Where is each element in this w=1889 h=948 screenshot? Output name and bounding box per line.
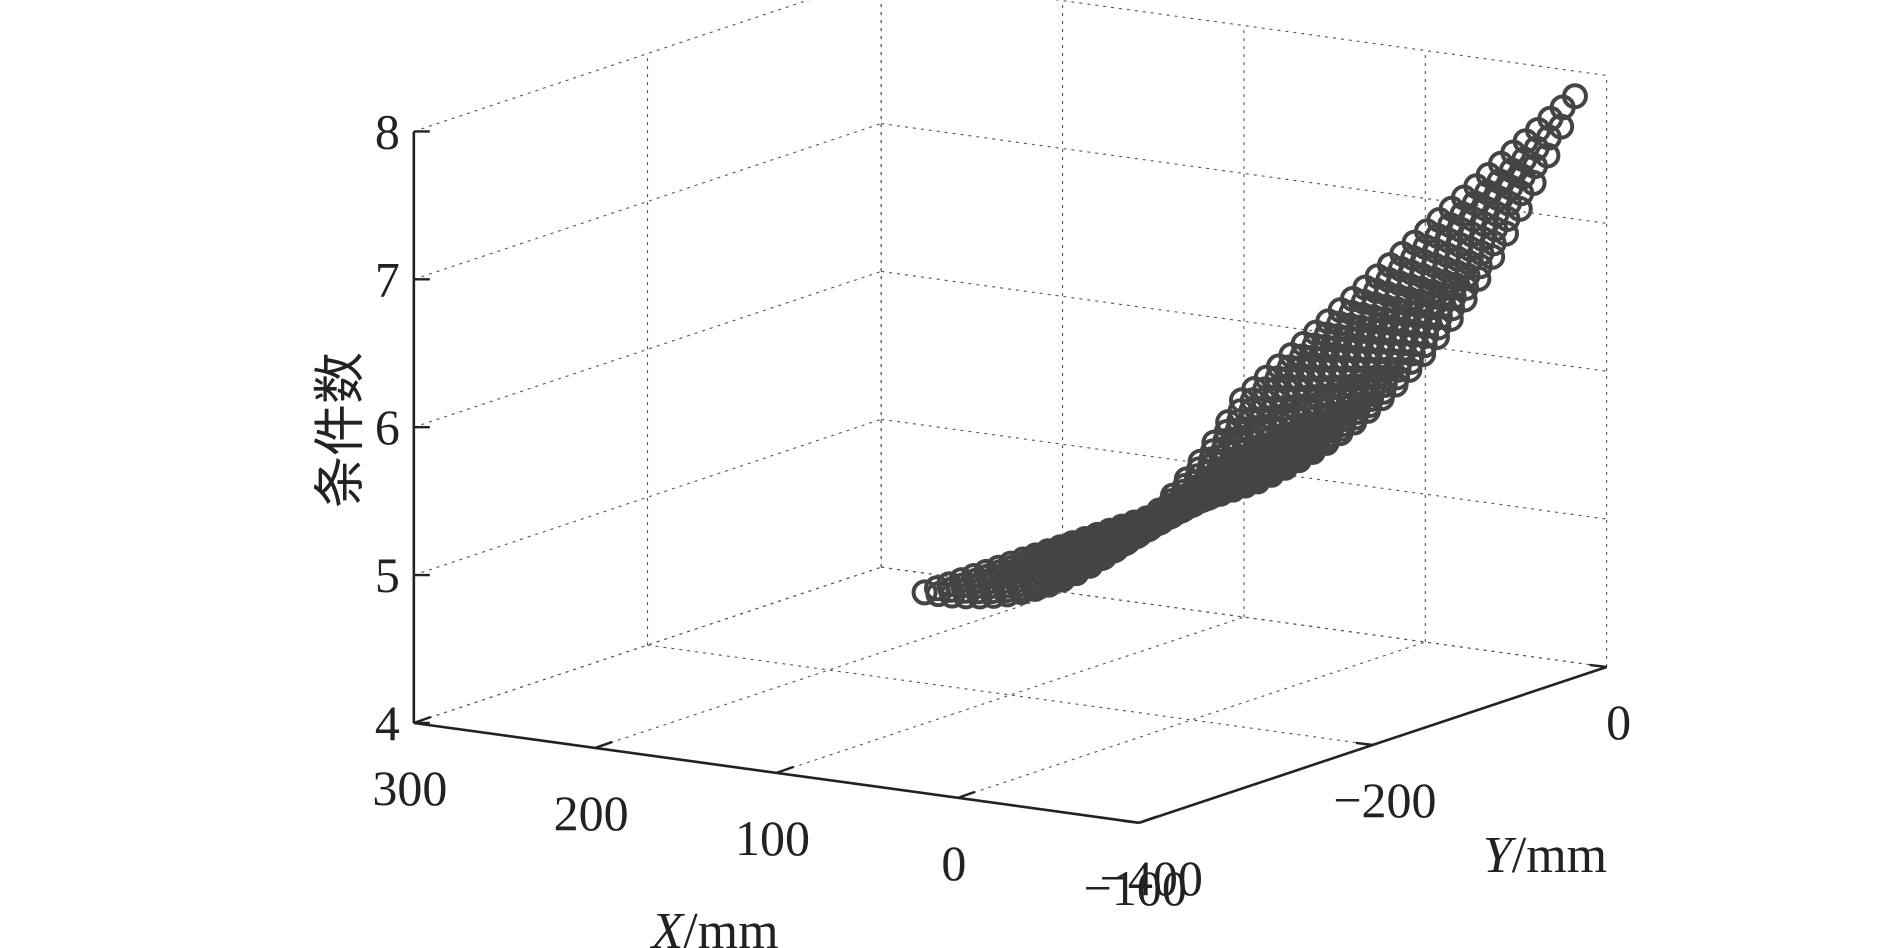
- data-point: [1084, 521, 1111, 548]
- data-point: [1059, 530, 1086, 557]
- z-axis-label: 条件数: [313, 352, 370, 508]
- data-point: [1492, 220, 1519, 247]
- y-tick-label: −400: [1100, 850, 1203, 906]
- data-point: [1410, 341, 1437, 368]
- axes: [412, 130, 1608, 825]
- x-tick-label: −100: [1084, 860, 1187, 916]
- data-point: [1382, 371, 1409, 398]
- data-point: [1451, 286, 1478, 313]
- y-tick-mark: [1589, 663, 1607, 669]
- data-point: [1520, 169, 1547, 196]
- y-tick-label: 0: [1606, 694, 1631, 750]
- data-point: [1121, 509, 1148, 536]
- data-point: [1022, 542, 1049, 569]
- grid-back-z: [881, 418, 1607, 520]
- y-axis-var: Y: [1483, 827, 1517, 884]
- data-point: [936, 571, 963, 598]
- x-tick-label: 0: [941, 835, 966, 891]
- data-point: [923, 575, 950, 602]
- grid-floor-x: [776, 616, 1245, 774]
- data-point: [1010, 546, 1037, 573]
- data-point: [985, 554, 1012, 581]
- grid-left-z: [413, 0, 810, 132]
- data-point: [1258, 461, 1285, 488]
- data-point: [1368, 385, 1395, 412]
- x-axis-var: X: [649, 903, 685, 948]
- data-point: [973, 558, 1000, 585]
- grid-floor-x: [595, 591, 1063, 749]
- x-tick-label: 300: [372, 760, 447, 816]
- x-axis-unit: /mm: [683, 903, 778, 948]
- grid-back-z: [881, 270, 1607, 372]
- data-point: [1108, 513, 1135, 540]
- y-tick-label: −200: [1333, 772, 1436, 828]
- data-point: [948, 567, 975, 594]
- data-point: [1437, 305, 1464, 332]
- z-tick-label: 5: [375, 547, 400, 603]
- x-tick-mark: [776, 765, 794, 775]
- data-point: [1034, 538, 1061, 565]
- z-tick-label: 4: [375, 695, 400, 751]
- y-tick-mark: [1355, 741, 1374, 747]
- data-point: [1272, 454, 1299, 481]
- data-point: [1207, 480, 1234, 507]
- data-point: [1158, 497, 1185, 524]
- data-point: [960, 562, 987, 589]
- data-point: [1534, 142, 1561, 169]
- x-axis-label: X/mm: [649, 903, 778, 948]
- grid-floor-y: [647, 644, 1374, 746]
- x-tick-mark: [413, 715, 432, 725]
- grid-left-z: [413, 123, 882, 280]
- x-tick-label: 100: [735, 810, 810, 866]
- x-tick-mark: [594, 740, 613, 750]
- data-point: [1170, 493, 1197, 520]
- data-point: [1396, 356, 1423, 383]
- z-tick-label: 7: [375, 251, 400, 307]
- data-point: [1232, 472, 1259, 499]
- data-point: [1195, 484, 1222, 511]
- z-tick-label: 8: [375, 103, 400, 159]
- data-point: [1244, 468, 1271, 495]
- data-point: [1182, 488, 1209, 515]
- x-tick-mark: [957, 790, 976, 799]
- data-point: [1133, 505, 1160, 532]
- data-point: [911, 579, 938, 606]
- data-markers: [911, 83, 1588, 610]
- data-point: [1047, 534, 1074, 561]
- data-point: [1219, 476, 1246, 503]
- grid-left-z: [413, 566, 882, 724]
- y-axis-label: Y/mm: [1483, 827, 1607, 884]
- grid-floor-x: [957, 641, 1426, 799]
- y-axis-unit: /mm: [1512, 827, 1607, 884]
- data-point: [997, 550, 1024, 577]
- grid-back-z: [1054, 0, 1607, 77]
- grid-lines: [413, 0, 1608, 824]
- data-point: [1096, 517, 1123, 544]
- x-tick-label: 200: [554, 785, 629, 841]
- x-tick-mark: [1138, 815, 1157, 824]
- data-point: [1479, 243, 1506, 270]
- data-point: [1423, 324, 1450, 351]
- data-point: [1071, 525, 1098, 552]
- data-point: [1145, 501, 1172, 528]
- data-point: [1506, 195, 1533, 222]
- tick-labels: 4 5 6 7 8 300 200 100 0 −100−400 −200 0: [372, 103, 1631, 915]
- grid-left-z: [413, 418, 882, 576]
- data-point: [1548, 113, 1575, 140]
- grid-left-z: [413, 270, 882, 428]
- data-point: [1286, 447, 1313, 474]
- data-point: [1561, 83, 1588, 110]
- y-tick-mark: [1122, 819, 1140, 824]
- z-tick-label: 6: [375, 399, 400, 455]
- data-point: [1465, 265, 1492, 292]
